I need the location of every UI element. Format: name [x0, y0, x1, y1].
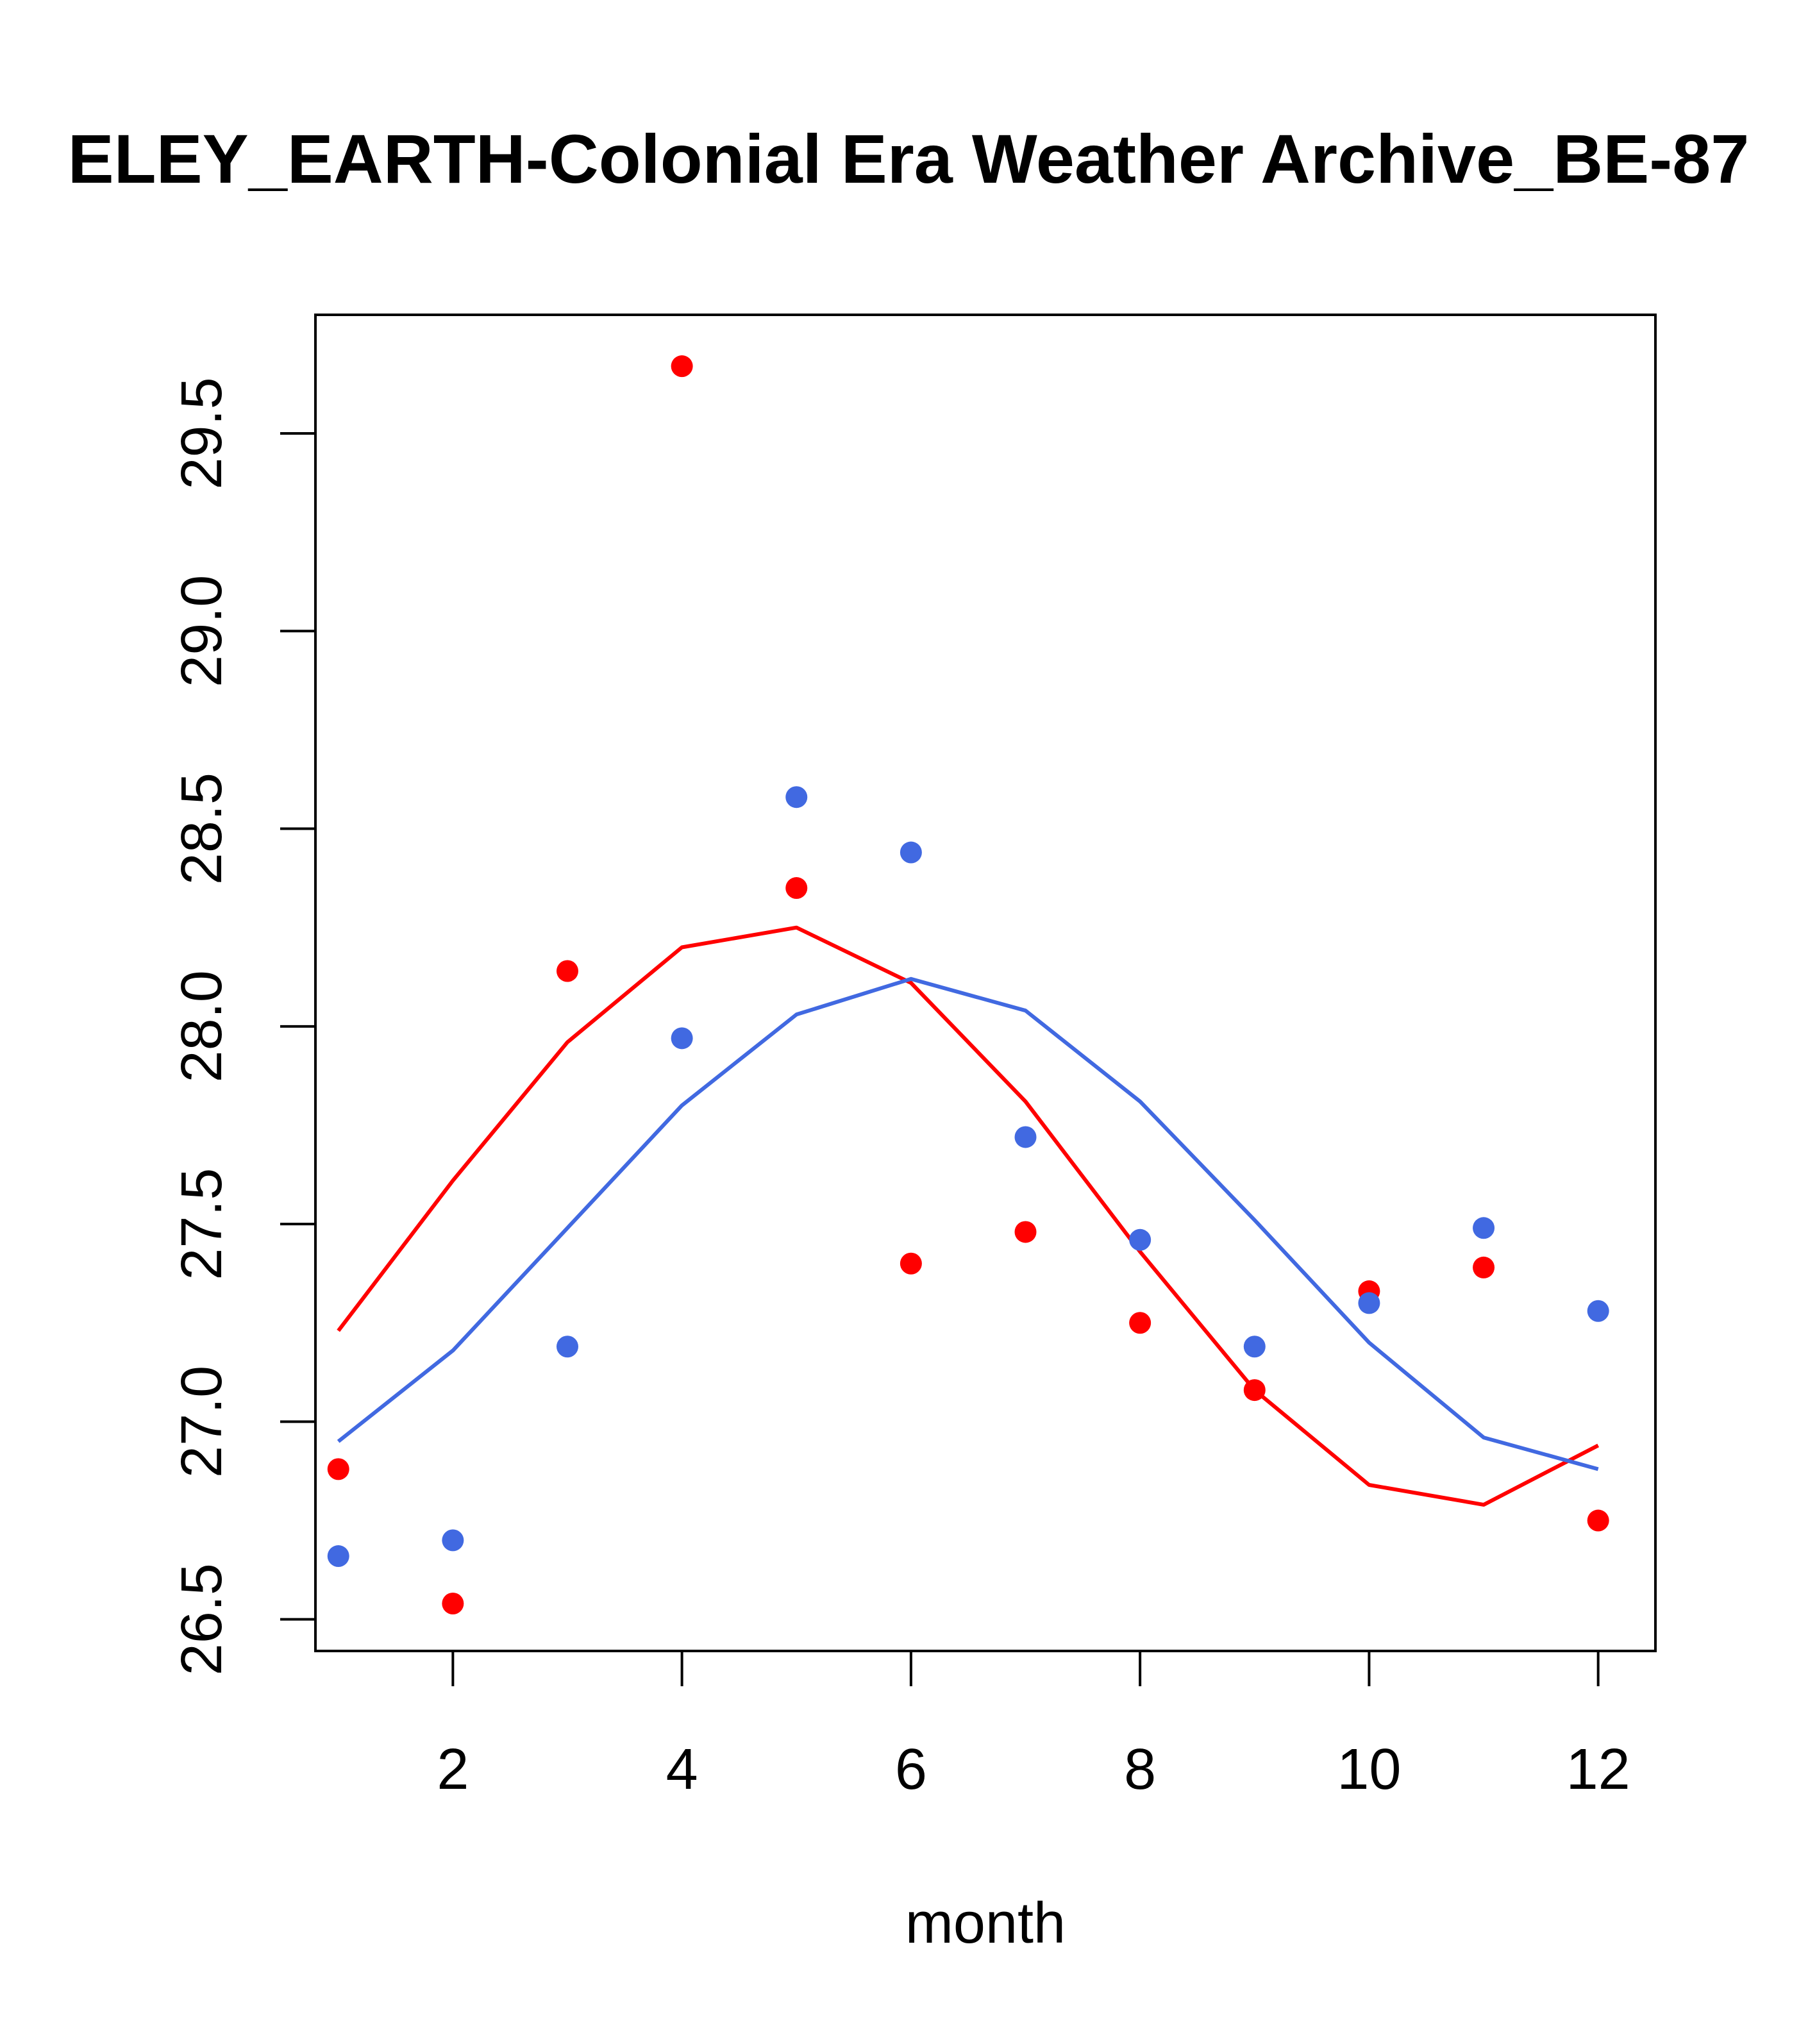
series-line-2 — [337, 976, 1599, 1471]
y-tick-label: 29.5 — [170, 377, 234, 489]
x-tick-label: 4 — [666, 1738, 698, 1802]
plot-frame — [314, 314, 1657, 1652]
data-point-series-2 — [1243, 1336, 1266, 1358]
data-point-series-2 — [900, 841, 922, 864]
y-tick-label: 28.5 — [170, 773, 234, 885]
data-point-series-1 — [1587, 1509, 1609, 1532]
data-point-series-1 — [671, 355, 693, 378]
y-tick-label: 29.0 — [170, 575, 234, 687]
data-point-series-1 — [1014, 1221, 1037, 1243]
data-point-series-1 — [1473, 1256, 1495, 1278]
x-tick-label: 2 — [437, 1738, 469, 1802]
data-point-series-2 — [556, 1336, 578, 1358]
x-tick-label: 10 — [1337, 1738, 1401, 1802]
y-tick-label: 27.5 — [170, 1168, 234, 1280]
data-point-series-2 — [1129, 1228, 1151, 1251]
y-tick-label: 28.0 — [170, 970, 234, 1082]
data-point-series-2 — [1014, 1126, 1037, 1148]
data-point-series-1 — [442, 1593, 464, 1615]
data-point-series-2 — [1358, 1292, 1380, 1314]
data-point-series-1 — [900, 1252, 922, 1275]
data-point-series-2 — [1587, 1300, 1609, 1322]
x-tick-label: 6 — [895, 1738, 927, 1802]
data-point-series-1 — [327, 1458, 349, 1480]
x-tick-label: 12 — [1566, 1738, 1630, 1802]
data-point-series-2 — [671, 1027, 693, 1050]
y-tick-label: 26.5 — [170, 1563, 234, 1675]
series-curves — [337, 925, 1600, 1507]
x-tick-label: 8 — [1124, 1738, 1156, 1802]
data-point-series-1 — [1243, 1379, 1266, 1402]
data-point-series-2 — [442, 1529, 464, 1552]
chart-title: ELEY_EARTH-Colonial Era Weather Archive_… — [68, 120, 1750, 197]
y-axis: 26.5 27.0 27.5 28.0 28.5 29.0 29.5 — [170, 377, 317, 1675]
series-points — [327, 355, 1609, 1615]
data-point-series-1 — [1129, 1312, 1151, 1334]
y-tick-label: 27.0 — [170, 1366, 234, 1478]
data-point-series-2 — [785, 786, 808, 808]
series-line-1 — [337, 925, 1600, 1507]
x-axis-label: month — [905, 1891, 1066, 1956]
data-point-series-2 — [327, 1545, 349, 1568]
data-point-series-1 — [785, 877, 808, 900]
data-point-series-2 — [1473, 1217, 1495, 1239]
data-point-series-1 — [556, 960, 578, 982]
x-axis: 2 4 6 8 10 12 — [437, 1650, 1630, 1802]
